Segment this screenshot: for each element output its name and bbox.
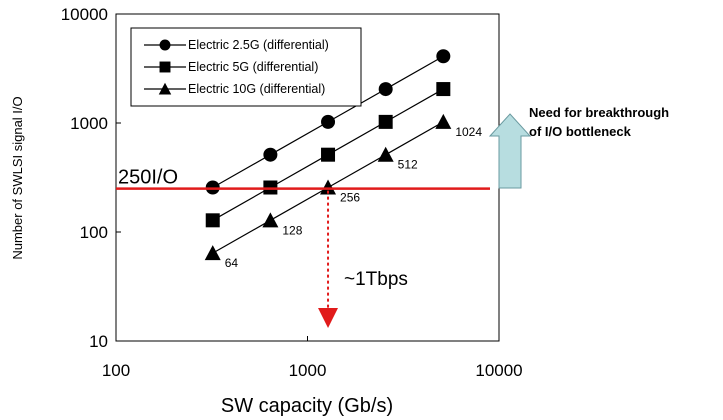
capacity-label: ~1Tbps bbox=[344, 269, 408, 290]
legend-label: Electric 2.5G (differential) bbox=[188, 38, 329, 52]
up-arrow-icon bbox=[488, 113, 532, 189]
y-tick-label: 10000 bbox=[61, 5, 108, 24]
callout-line-1: Need for breakthrough bbox=[529, 105, 669, 120]
legend: Electric 2.5G (differential) Electric 5G … bbox=[130, 27, 362, 107]
y-axis-ticks: 10 100 1000 10000 bbox=[61, 5, 121, 351]
threshold-label: 250I/O bbox=[118, 167, 178, 189]
x-axis-title: SW capacity (Gb/s) bbox=[221, 395, 393, 417]
data-point-circle bbox=[378, 82, 393, 97]
legend-marker-square bbox=[159, 61, 171, 73]
legend-marker-triangle bbox=[158, 82, 172, 95]
data-point-square bbox=[321, 147, 336, 162]
data-point-triangle bbox=[435, 113, 452, 129]
data-point-triangle bbox=[204, 245, 221, 261]
data-label: 1024 bbox=[455, 125, 482, 139]
legend-label: Electric 10G (differential) bbox=[188, 82, 325, 96]
data-point-circle bbox=[436, 49, 451, 64]
y-tick-label: 1000 bbox=[70, 114, 108, 133]
data-point-square bbox=[436, 82, 451, 97]
data-label: 64 bbox=[225, 256, 239, 270]
data-point-square bbox=[378, 114, 393, 129]
y-axis-title: Number of SWLSI signal I/O bbox=[10, 96, 25, 259]
data-point-triangle bbox=[262, 212, 279, 228]
x-axis-ticks: 100 1000 10000 bbox=[102, 336, 523, 380]
data-label: 512 bbox=[398, 158, 418, 172]
legend-marker-circle bbox=[159, 39, 171, 51]
data-point-triangle bbox=[377, 146, 394, 162]
callout-line-2: of I/O bottleneck bbox=[529, 124, 632, 139]
data-label: 256 bbox=[340, 191, 360, 205]
x-tick-label: 1000 bbox=[289, 361, 327, 380]
data-point-circle bbox=[321, 114, 336, 129]
data-label: 128 bbox=[282, 223, 302, 237]
y-tick-label: 100 bbox=[80, 223, 108, 242]
data-point-triangle bbox=[320, 179, 337, 195]
y-tick-label: 10 bbox=[89, 332, 108, 351]
x-tick-label: 100 bbox=[102, 361, 130, 380]
data-point-circle bbox=[263, 147, 278, 162]
x-tick-label: 10000 bbox=[475, 361, 522, 380]
data-point-square bbox=[205, 213, 220, 228]
legend-label: Electric 5G (differential) bbox=[188, 60, 318, 74]
